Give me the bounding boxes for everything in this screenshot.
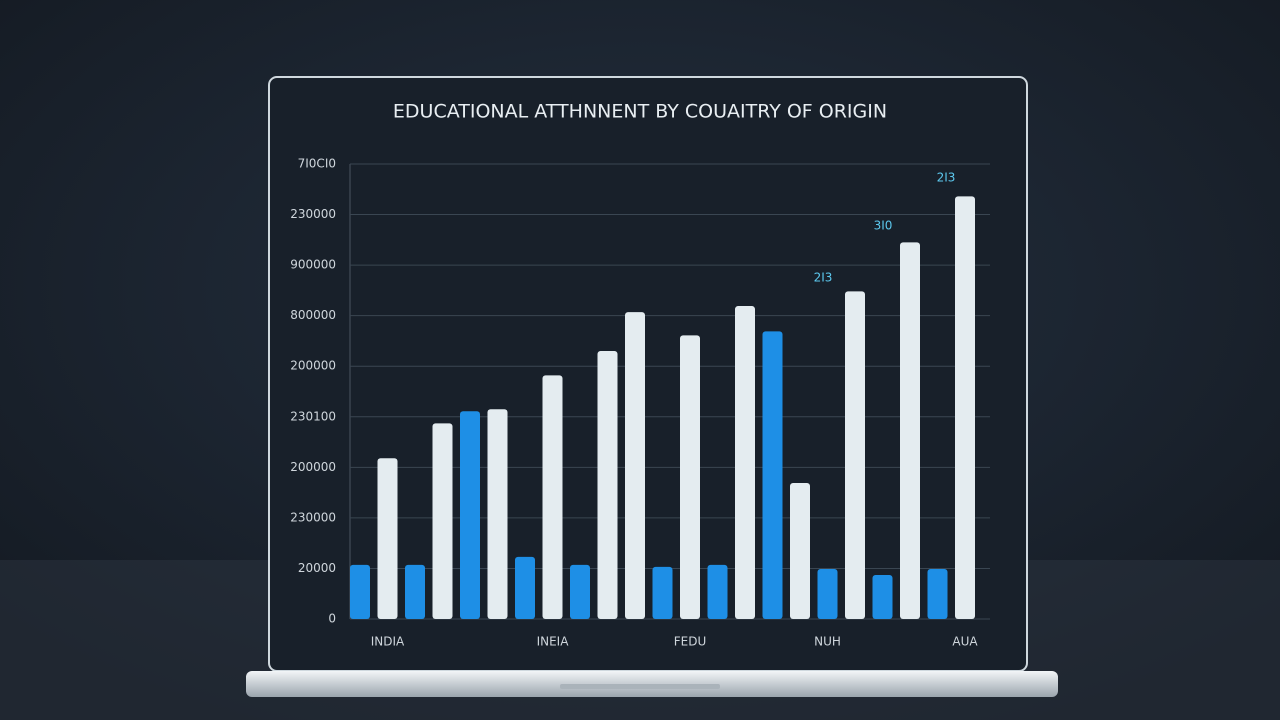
y-tick-label: 230100 [290, 409, 336, 423]
bar [597, 351, 618, 619]
bar [405, 564, 425, 619]
bar [900, 242, 920, 619]
bar [927, 568, 948, 619]
y-tick-label: 20000 [298, 561, 336, 575]
base-notch [560, 684, 720, 689]
bar [790, 483, 810, 619]
bar [432, 423, 453, 619]
bar [955, 196, 975, 619]
bar [762, 331, 783, 619]
bar [735, 306, 755, 619]
annotation: 2I3 [937, 171, 956, 185]
bar [872, 575, 893, 619]
x-tick-label: AUA [952, 635, 978, 649]
y-tick-label: 800000 [290, 308, 336, 322]
bar [515, 556, 535, 619]
bar [652, 566, 673, 619]
x-tick-label: INDIA [371, 635, 405, 649]
bar [845, 291, 865, 619]
bar [350, 564, 370, 619]
y-tick-label: 200000 [290, 359, 336, 373]
x-tick-label: INEIA [537, 635, 570, 649]
bar [460, 411, 480, 619]
chart-title: EDUCATIONAL ATTHNNENT BY COUAITRY OF ORI… [393, 101, 887, 123]
y-tick-label: 7I0CI0 [298, 157, 336, 171]
y-tick-label: 0 [328, 612, 336, 626]
annotation: 3I0 [874, 219, 893, 233]
y-tick-label: 230000 [290, 510, 336, 524]
bar [542, 375, 563, 619]
x-tick-label: NUH [814, 635, 841, 649]
bar [487, 409, 508, 619]
bar [707, 564, 728, 619]
y-tick-label: 230000 [290, 207, 336, 221]
y-tick-label: 900000 [290, 258, 336, 272]
bar [625, 312, 645, 619]
annotation: 2I3 [814, 271, 833, 285]
x-tick-label: FEDU [674, 635, 707, 649]
bar [817, 568, 838, 619]
bar [377, 458, 398, 619]
bar [680, 335, 700, 619]
bar [570, 564, 590, 619]
y-tick-label: 200000 [290, 460, 336, 474]
